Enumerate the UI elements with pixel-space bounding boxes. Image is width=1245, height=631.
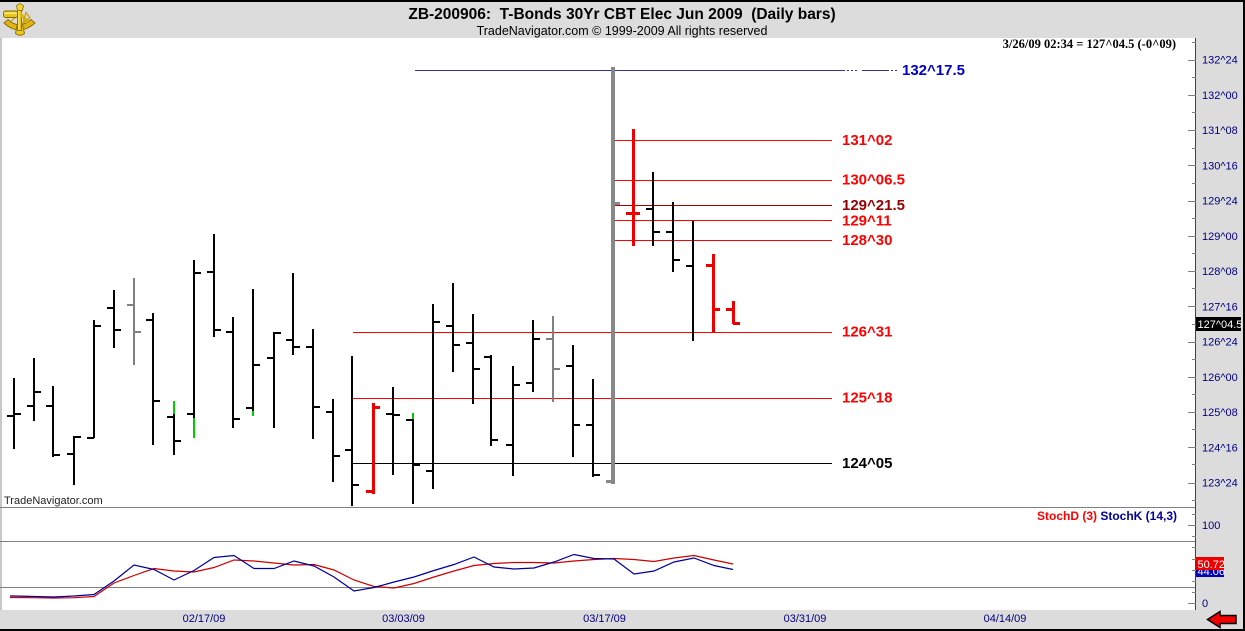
svg-text:132^00: 132^00	[1202, 90, 1238, 102]
svg-text:129^24: 129^24	[1202, 196, 1238, 208]
svg-text:129^21.5: 129^21.5	[842, 197, 905, 214]
svg-text:123^24: 123^24	[1202, 478, 1238, 490]
svg-text:125^08: 125^08	[1202, 407, 1238, 419]
svg-text:03/17/09: 03/17/09	[583, 613, 626, 625]
svg-text:StochK (14,3): StochK (14,3)	[1100, 509, 1177, 523]
svg-text:127^04.5: 127^04.5	[1198, 319, 1243, 331]
svg-text:02/17/09: 02/17/09	[183, 613, 226, 625]
svg-text:50.72: 50.72	[1198, 559, 1226, 571]
svg-text:04/14/09: 04/14/09	[984, 613, 1027, 625]
svg-text:126^24: 126^24	[1202, 337, 1238, 349]
svg-text:124^16: 124^16	[1202, 442, 1238, 454]
svg-text:ZB-200906: T-Bonds 30Yr CBT E: ZB-200906: T-Bonds 30Yr CBT Elec Jun 200…	[408, 6, 835, 23]
svg-text:132^17.5: 132^17.5	[902, 62, 965, 79]
svg-text:100: 100	[1202, 520, 1220, 532]
svg-text:130^16: 130^16	[1202, 160, 1238, 172]
svg-text:128^30: 128^30	[842, 232, 892, 249]
svg-text:128^08: 128^08	[1202, 266, 1238, 278]
svg-text:03/03/09: 03/03/09	[382, 613, 425, 625]
svg-text:StochD (3): StochD (3)	[1037, 509, 1097, 523]
svg-text:132^24: 132^24	[1202, 55, 1238, 67]
svg-text:131^08: 131^08	[1202, 125, 1238, 137]
svg-text:TradeNavigator.com © 1999-2009: TradeNavigator.com © 1999-2009 All right…	[477, 24, 768, 38]
svg-text:129^11: 129^11	[842, 213, 892, 230]
svg-text:129^00: 129^00	[1202, 231, 1238, 243]
svg-text:131^02: 131^02	[842, 132, 892, 149]
svg-text:TradeNavigator.com: TradeNavigator.com	[4, 495, 103, 507]
svg-text:0: 0	[1202, 598, 1208, 610]
svg-text:127^16: 127^16	[1202, 301, 1238, 313]
svg-text:3/26/09 02:34 = 127^04.5 (-0^0: 3/26/09 02:34 = 127^04.5 (-0^09)	[1003, 37, 1176, 51]
svg-text:126^31: 126^31	[842, 324, 892, 341]
svg-text:130^06.5: 130^06.5	[842, 172, 905, 189]
svg-text:03/31/09: 03/31/09	[784, 613, 827, 625]
svg-text:126^00: 126^00	[1202, 372, 1238, 384]
svg-text:125^18: 125^18	[842, 390, 892, 407]
svg-text:124^05: 124^05	[842, 455, 892, 472]
